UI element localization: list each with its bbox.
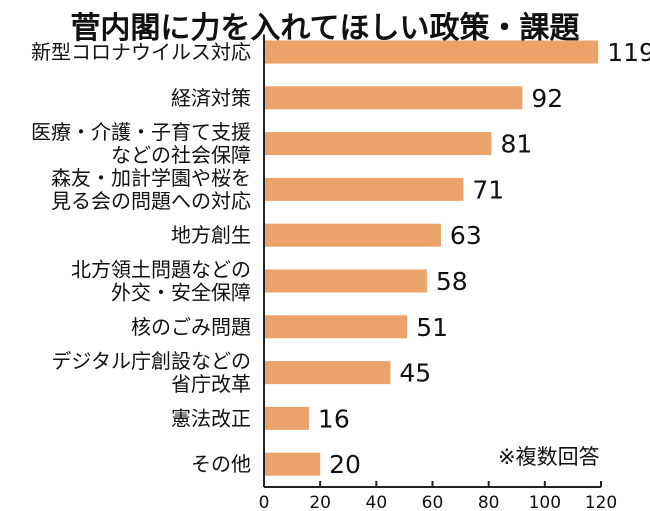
bar-6 <box>265 315 408 339</box>
category-label-6: 核のごみ問題 <box>131 315 251 339</box>
value-label-1: 92 <box>531 84 563 113</box>
category-label-3-line-1: 見る会の問題への対応 <box>51 189 251 213</box>
category-label-0: 新型コロナウイルス対応 <box>31 40 251 64</box>
category-label-7-line-1: 省庁改革 <box>171 372 251 396</box>
bars-group <box>265 40 599 476</box>
x-tick-label-1: 20 <box>309 493 331 511</box>
x-tick-label-2: 40 <box>366 493 388 511</box>
bar-7 <box>265 361 391 385</box>
bar-1 <box>265 86 523 110</box>
value-label-3: 71 <box>472 175 504 204</box>
category-label-4: 地方創生 <box>171 223 251 247</box>
bar-0 <box>265 40 599 64</box>
bar-9 <box>265 452 321 476</box>
bar-5 <box>265 269 427 293</box>
value-label-8: 16 <box>318 404 350 433</box>
chart-title: 菅内閣に力を入れてほしい政策・課題 <box>70 11 579 46</box>
category-label-3-line-0: 森友・加計学園や桜を <box>51 166 251 190</box>
category-label-9: その他 <box>191 452 251 476</box>
value-label-9: 20 <box>329 450 361 479</box>
category-label-2-line-1: などの社会保障 <box>111 143 251 167</box>
chart-note: ※複数回答 <box>498 445 600 469</box>
x-tick-label-6: 120 <box>585 493 617 511</box>
category-label-5-line-0: 北方領土問題などの <box>71 258 251 282</box>
value-label-4: 63 <box>450 221 482 250</box>
value-label-5: 58 <box>436 267 468 296</box>
category-label-2-line-0: 医療・介護・子育て支援 <box>31 120 251 144</box>
x-axis: 0 20 40 60 80 100 120 <box>259 34 617 511</box>
x-tick-label-3: 60 <box>422 493 444 511</box>
value-label-2: 81 <box>500 130 532 159</box>
x-tick-label-5: 100 <box>529 493 561 511</box>
value-label-6: 51 <box>416 313 448 342</box>
x-tick-label-4: 80 <box>478 493 500 511</box>
x-tick-label-0: 0 <box>259 493 270 511</box>
category-labels-group: 新型コロナウイルス対応経済対策医療・介護・子育て支援などの社会保障森友・加計学園… <box>31 40 251 476</box>
category-label-7-line-0: デジタル庁創設などの <box>51 349 251 373</box>
value-labels-group: 119 92 81 71 63 58 51 45 16 20 <box>318 38 650 479</box>
category-label-8: 憲法改正 <box>171 406 251 430</box>
bar-4 <box>265 223 441 247</box>
bar-2 <box>265 132 492 156</box>
value-label-7: 45 <box>399 359 431 388</box>
category-label-5-line-1: 外交・安全保障 <box>111 281 251 305</box>
value-label-0: 119 <box>607 38 650 67</box>
bar-3 <box>265 177 464 201</box>
bar-8 <box>265 406 309 430</box>
category-label-1: 経済対策 <box>171 86 251 110</box>
